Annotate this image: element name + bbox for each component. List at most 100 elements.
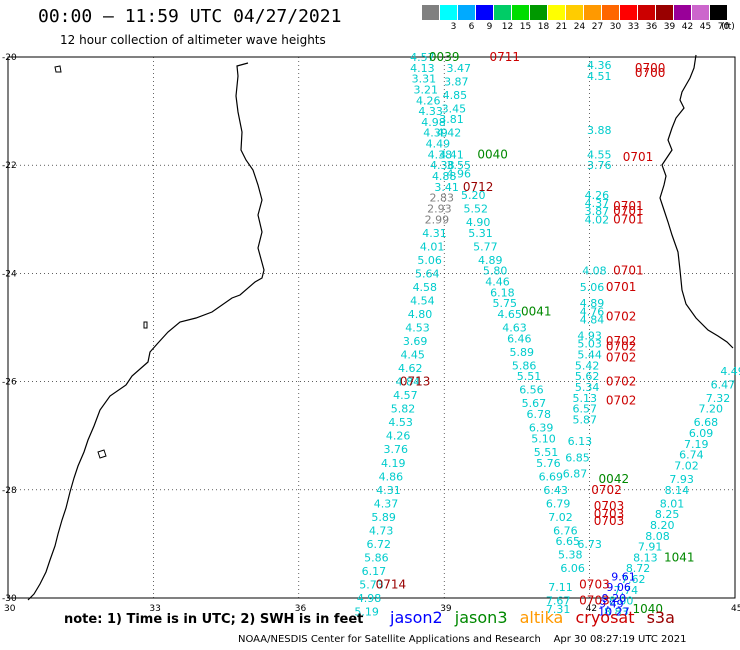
swh-reading: 3.87 [585, 205, 610, 218]
swh-reading: 4.58 [413, 281, 438, 294]
swh-reading: 7.19 [684, 438, 709, 451]
pass-time-label: 0703 [594, 507, 625, 521]
pass-time-label: 0700 [635, 66, 666, 80]
swh-reading: 5.52 [463, 202, 488, 215]
madagascar-coastline [659, 54, 734, 349]
swh-reading: 6.65 [556, 535, 581, 548]
swh-reading: 5.10 [531, 432, 556, 445]
scale-label: 70 [717, 22, 730, 32]
scale-swatch [458, 5, 475, 20]
swh-reading: 7.31 [546, 603, 571, 616]
scale-label: 27 [591, 22, 604, 32]
map-title: 00:00 – 11:59 UTC 04/27/2021 [38, 6, 342, 27]
scale-swatch [476, 5, 493, 20]
swh-reading: 5.06 [580, 281, 605, 294]
swh-reading: 5.03 [577, 338, 602, 351]
map-subtitle: 12 hour collection of altimeter wave hei… [60, 33, 326, 47]
swh-reading: 6.57 [573, 403, 598, 416]
island-bazaruto [54, 65, 62, 73]
swh-reading: 4.33 [418, 105, 443, 118]
swh-reading: 5.13 [573, 392, 598, 405]
swh-reading: 6.69 [539, 470, 564, 483]
lon-tick-label: 45 [731, 604, 740, 614]
scale-label: 15 [519, 22, 532, 32]
swh-reading: 4.63 [502, 322, 527, 335]
pass-time-label: 0711 [490, 50, 521, 64]
swh-reading: 4.38 [428, 148, 453, 161]
swh-reading: 4.54 [410, 294, 435, 307]
swh-reading: 5.67 [522, 397, 547, 410]
scale-swatch [710, 5, 727, 20]
swh-reading: 4.13 [410, 62, 435, 75]
swh-reading: 5.38 [558, 549, 583, 562]
swh-reading: 4.39 [423, 127, 448, 140]
swh-reading: 4.53 [405, 322, 430, 335]
swh-reading: 9.49 [599, 597, 624, 610]
footnote: note: 1) Time is in UTC; 2) SWH is in fe… [64, 612, 364, 627]
scale-swatch [512, 5, 529, 20]
scale-unit: (ft) [721, 22, 735, 32]
swh-reading: 2.83 [430, 192, 455, 205]
swh-reading: 3.41 [434, 181, 459, 194]
scale-swatch [620, 5, 637, 20]
swh-reading: 6.56 [519, 384, 544, 397]
lat-tick-label: -24 [2, 269, 17, 279]
swh-reading: 4.51 [587, 70, 612, 83]
africa-coastline [27, 62, 265, 601]
pass-time-label: 1041 [664, 550, 695, 564]
scale-label: 45 [699, 22, 712, 32]
swh-reading: 8.72 [626, 562, 651, 575]
pass-time-label: 0703 [594, 514, 625, 528]
swh-reading: 4.26 [416, 94, 441, 107]
swh-reading: 6.18 [490, 286, 515, 299]
scale-swatch [584, 5, 601, 20]
swh-reading: 6.06 [560, 562, 585, 575]
pass-time-label: 0041 [521, 304, 552, 318]
lat-tick-label: -26 [2, 378, 17, 388]
swh-reading: 4.93 [577, 330, 602, 343]
swh-reading: 4.46 [485, 276, 510, 289]
swh-reading: 6.87 [563, 468, 588, 481]
legend-jason2: jason2 [390, 608, 443, 627]
pass-time-label: 0702 [606, 375, 637, 389]
swh-reading: 4.38 [430, 159, 455, 172]
swh-reading: 7.20 [699, 403, 724, 416]
swh-reading: 3.45 [442, 102, 467, 115]
swh-reading: 4.76 [580, 305, 605, 318]
swh-reading: 6.47 [711, 378, 736, 391]
pass-time-label: 0701 [613, 199, 644, 213]
swh-reading: 4.49 [426, 138, 451, 151]
swh-reading: 4.26 [585, 189, 610, 202]
swh-reading: 7.02 [548, 511, 573, 524]
swh-reading: 3.69 [403, 335, 428, 348]
pass-time-label: 0702 [591, 483, 622, 497]
swh-reading: 10.27 [598, 606, 630, 619]
swh-reading: 6.79 [546, 497, 571, 510]
swh-reading: 6.68 [694, 416, 719, 429]
swh-reading: 5.51 [534, 446, 559, 459]
pass-time-label: 0701 [613, 204, 644, 218]
pass-time-label: 0703 [579, 577, 610, 591]
swh-reading: 8.01 [660, 497, 685, 510]
pass-time-label: 0702 [606, 394, 637, 408]
swh-reading: 6.74 [679, 449, 704, 462]
swh-reading: 4.26 [386, 430, 411, 443]
swh-reading: 6.43 [543, 484, 568, 497]
swh-reading: 3.88 [587, 124, 612, 137]
lat-tick-label: -28 [2, 486, 17, 496]
pass-time-label: 0701 [613, 264, 644, 278]
scale-label: 9 [486, 22, 493, 32]
scale-swatch [692, 5, 709, 20]
swh-reading: 4.01 [420, 240, 445, 253]
scale-swatch [638, 5, 655, 20]
scale-label: 30 [609, 22, 622, 32]
pass-time-label: 0703 [579, 594, 610, 608]
swh-reading: 7.91 [638, 541, 663, 554]
swh-reading: 4.02 [585, 213, 610, 226]
swh-reading: 4.98 [421, 116, 446, 129]
lon-tick-label: 36 [295, 604, 307, 614]
swh-reading: 5.86 [512, 359, 537, 372]
swh-reading: 6.09 [689, 427, 714, 440]
